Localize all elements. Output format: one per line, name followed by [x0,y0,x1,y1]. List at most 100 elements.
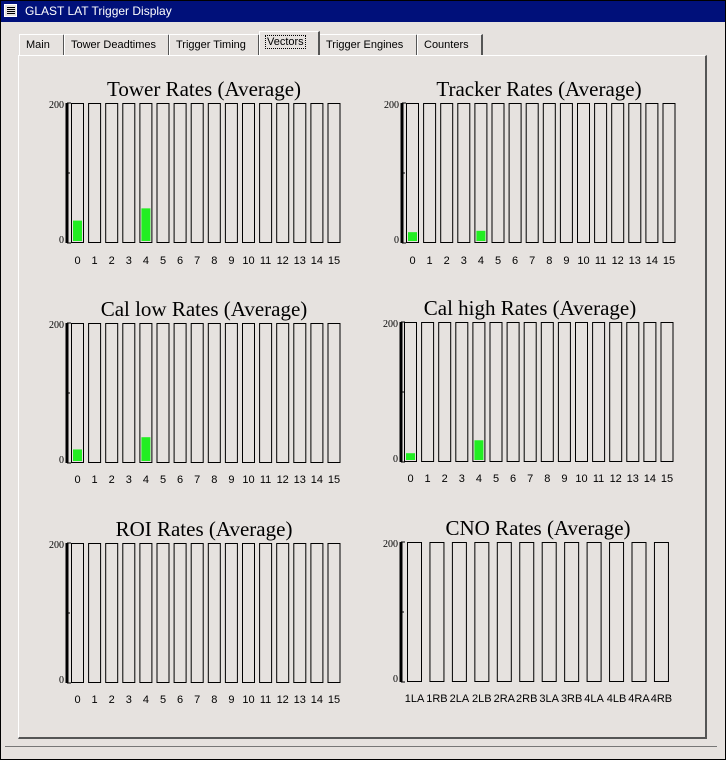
bar-frame [523,322,537,462]
bar-frame [293,323,307,463]
x-tick-label: 7 [194,474,200,486]
y-tick-label: 0 [393,454,398,465]
tab-label: Main [26,39,50,51]
x-tick-label: 2RA [494,693,516,705]
x-tick-label: 7 [194,255,200,267]
bar-frame [224,103,238,243]
tab-tower-deadtimes[interactable]: Tower Deadtimes [64,34,170,55]
bar-frame [611,103,625,243]
bar-frame [496,542,512,682]
bar-frame [662,103,676,243]
bar-frame [173,103,187,243]
bar-frame [310,103,324,243]
bar-frame [156,103,170,243]
x-tick-label: 1LA [405,693,425,705]
bar-frame [542,103,556,243]
x-tick-label: 4 [478,255,484,267]
bar-frame [626,322,640,462]
tab-label: Counters [424,39,469,51]
x-tick-label: 11 [260,255,271,267]
bar-frame [156,543,170,683]
x-tick-label: 8 [544,473,550,485]
x-tick-label: 3 [126,255,132,267]
bar-frame [173,323,187,463]
x-tick-label: 5 [495,255,501,267]
bar-frame [557,322,571,462]
tab-label: Vectors [265,35,306,49]
bar-frame [575,322,588,462]
y-tick-label: 0 [394,235,399,246]
bottom-divider [5,746,717,747]
x-tick-label: 9 [561,473,567,485]
x-tick-label: 10 [575,473,587,485]
bar-frame [259,323,273,463]
bar-frame [506,322,520,462]
bar-frame [474,542,490,682]
bar-frame [122,543,136,683]
x-tick-label: 6 [510,473,516,485]
bar-frame [645,103,659,243]
bar-frame [564,542,580,682]
bar-frame [457,103,471,243]
x-tick-label: 1RB [426,693,447,705]
bar-frame [105,103,119,243]
bar-frame [122,323,136,463]
bar [474,440,484,460]
x-tick-label: 4 [143,474,149,486]
window-menu-icon[interactable] [4,4,17,17]
x-tick-label: 9 [563,255,569,267]
tab-counters[interactable]: Counters [417,34,483,55]
bar-frame [327,103,341,243]
bar-frame [105,543,119,683]
x-tick-label: 12 [612,255,624,267]
x-tick-label: 0 [409,255,415,267]
x-tick-label: 7 [529,255,535,267]
bar [141,208,151,241]
bar-frame [406,103,419,243]
bar-frame [310,323,324,463]
bar-frame [71,543,84,683]
bar [73,449,82,461]
y-tick-label: 200 [383,539,398,550]
bar-frame [577,103,590,243]
bar-frame [429,542,445,682]
x-tick-label: 2 [442,473,448,485]
tab-trigger-timing[interactable]: Trigger Timing [169,34,260,55]
bar-frame [293,103,307,243]
bar-frame [88,543,102,683]
bar-frame [474,103,488,243]
x-tick-label: 13 [629,255,641,267]
bar-frame [592,322,606,462]
x-tick-label: 15 [328,694,340,706]
x-tick-label: 5 [493,473,499,485]
bar-frame [631,542,647,682]
x-tick-label: 14 [644,473,656,485]
x-tick-label: 15 [328,474,340,486]
x-tick-label: 12 [610,473,622,485]
x-tick-label: 3 [126,694,132,706]
x-tick-label: 4 [476,473,482,485]
bar-frame [242,543,255,683]
y-tick-label: 0 [59,235,64,246]
x-tick-label: 2 [109,694,115,706]
bar-frame [139,543,153,683]
bar-frame [88,103,102,243]
chart-title: ROI Rates (Average) [116,517,293,541]
window-title: GLAST LAT Trigger Display [25,4,172,18]
x-tick-label: 1 [92,474,98,486]
tab-vectors[interactable]: Vectors [259,31,320,55]
x-tick-label: 14 [311,255,323,267]
title-bar[interactable]: GLAST LAT Trigger Display [1,1,725,22]
x-tick-label: 0 [407,473,413,485]
bar-frame [407,542,422,682]
y-tick-label: 200 [49,540,64,551]
chart-title: CNO Rates (Average) [445,516,630,540]
x-tick-label: 2RB [516,693,537,705]
bar-frame [139,103,153,243]
chart-title: Tracker Rates (Average) [436,77,641,101]
bar-frame [207,323,221,463]
